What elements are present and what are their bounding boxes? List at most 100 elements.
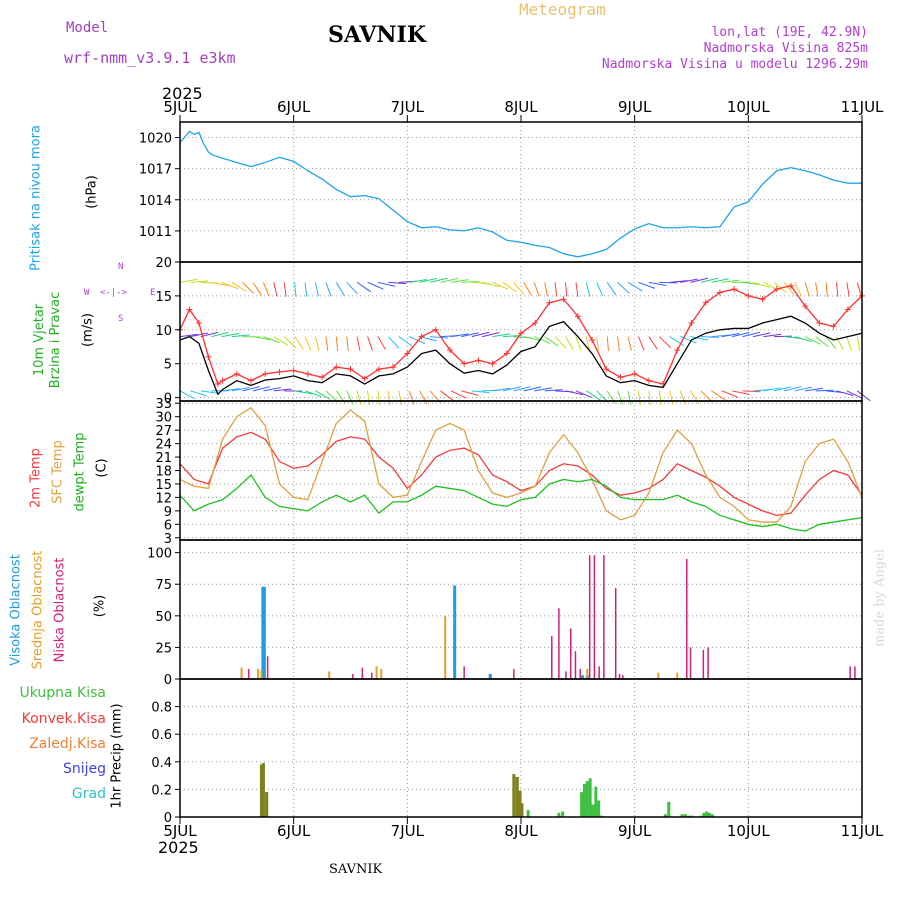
gust-marker <box>404 350 411 357</box>
wind-arrow <box>856 336 861 351</box>
wind-speed-line <box>179 315 863 396</box>
wind-arrow <box>534 387 552 392</box>
x-tick-label-bottom: 7JUL <box>391 822 425 840</box>
wind-arrow <box>367 281 384 290</box>
y-tick-label: 27 <box>155 424 172 439</box>
gust-marker <box>375 366 382 373</box>
wind-arrow <box>398 336 413 347</box>
dewpoint-line <box>179 473 863 532</box>
wind-arrow <box>523 386 542 392</box>
y-tick-label: 20 <box>155 256 172 271</box>
precip-bar <box>597 800 601 817</box>
precip-bar <box>259 764 263 817</box>
gust-marker <box>631 370 638 377</box>
precip-bar <box>580 792 584 817</box>
wind-arrow <box>294 390 313 395</box>
wind-arrow <box>554 282 558 297</box>
year-bottom: 2025 <box>158 838 199 857</box>
wind-arrow <box>513 282 525 295</box>
wind-arrow <box>846 336 852 351</box>
wind-arrow <box>242 386 260 392</box>
y-tick-label: 9 <box>164 505 172 520</box>
precip-bar <box>588 778 592 817</box>
wind-arrow <box>190 280 209 283</box>
wind-arrow <box>586 390 601 401</box>
precip-bar <box>663 814 667 817</box>
legend-total: Ukupna Kisa <box>19 685 106 701</box>
wind-arrow <box>200 390 219 394</box>
precip-bar <box>520 803 524 817</box>
wind-arrow <box>700 336 719 338</box>
wind-arrow <box>690 277 708 283</box>
dewpoint-label: dewpt Temp <box>72 432 88 512</box>
gust-marker <box>461 360 468 367</box>
wind-arrow <box>690 336 709 341</box>
gust-marker <box>617 374 624 381</box>
cloud-bar <box>513 668 515 679</box>
wind-arrow <box>627 336 632 351</box>
x-tick-label-bottom: 6JUL <box>277 822 311 840</box>
wind-arrow <box>773 386 792 392</box>
wind-arrow <box>742 390 761 393</box>
wind-arrow <box>450 279 469 283</box>
cloud-bar <box>352 673 354 679</box>
y-tick-label: 0.8 <box>151 701 172 716</box>
pressure-unit: (hPa) <box>84 175 100 209</box>
gust-marker <box>503 350 510 357</box>
y-tick-label: 6 <box>164 518 172 533</box>
x-tick-label-top: 10JUL <box>727 98 770 116</box>
wind-arrow <box>617 336 620 351</box>
wind-arrow <box>815 336 829 348</box>
wind-arrow <box>606 282 617 296</box>
precip-bar <box>702 812 706 817</box>
x-tick-label-bottom: 9JUL <box>618 822 652 840</box>
wind-arrow <box>711 390 726 401</box>
cloud-high-label: Visoka Oblacnost <box>8 554 24 666</box>
wind-arrow <box>752 281 771 288</box>
y-tick-label: 1017 <box>139 163 172 178</box>
y-tick-label: 33 <box>155 397 172 412</box>
cloud-unit: (%) <box>92 594 108 618</box>
wind-arrow <box>273 388 292 392</box>
wind-arrow <box>596 282 604 297</box>
y-tick-label: 24 <box>155 438 172 453</box>
wind-arrow <box>430 336 449 339</box>
wind-arrow <box>585 282 591 297</box>
wind-arrow <box>377 336 386 350</box>
gust-marker <box>731 286 738 293</box>
product-title: Meteogram <box>519 0 606 19</box>
precip-bar <box>526 810 530 817</box>
precip-bar <box>261 763 265 817</box>
y-tick-label: 3 <box>164 532 172 547</box>
cloud-bar <box>598 666 600 679</box>
cloud-bar <box>593 555 596 679</box>
wind-arrow <box>325 336 329 351</box>
wind-arrow <box>221 388 240 392</box>
cloud-bar <box>579 668 581 679</box>
wind-arrow <box>314 336 320 351</box>
gust-marker <box>645 377 652 384</box>
y-tick-label: 25 <box>155 641 172 656</box>
station-elevation: Nadmorska Visina 825m <box>703 41 868 56</box>
gust-marker <box>432 326 439 333</box>
gust-marker <box>233 370 240 377</box>
x-tick-label-top: 6JUL <box>277 98 311 116</box>
cloud-bar <box>257 668 260 679</box>
gust-marker <box>688 320 695 327</box>
model-elevation: Nadmorska Visina u modelu 1296.29m <box>601 57 868 72</box>
wind-arrow <box>711 278 729 283</box>
wind-arrow <box>356 390 362 406</box>
cloud-bar <box>686 558 688 679</box>
gust-marker <box>195 320 202 327</box>
wind-arrow <box>325 390 339 403</box>
wind-arrow <box>367 336 373 351</box>
wind-arrow <box>461 332 479 338</box>
wind-arrow <box>283 336 297 348</box>
wind-arrow <box>211 281 229 287</box>
y-tick-label: 1011 <box>139 225 172 240</box>
wind-arrow <box>544 389 563 392</box>
wind-arrow <box>294 282 297 297</box>
wind-arrow <box>732 332 750 338</box>
precip-bar <box>582 783 586 817</box>
wind-arrow <box>794 386 813 392</box>
